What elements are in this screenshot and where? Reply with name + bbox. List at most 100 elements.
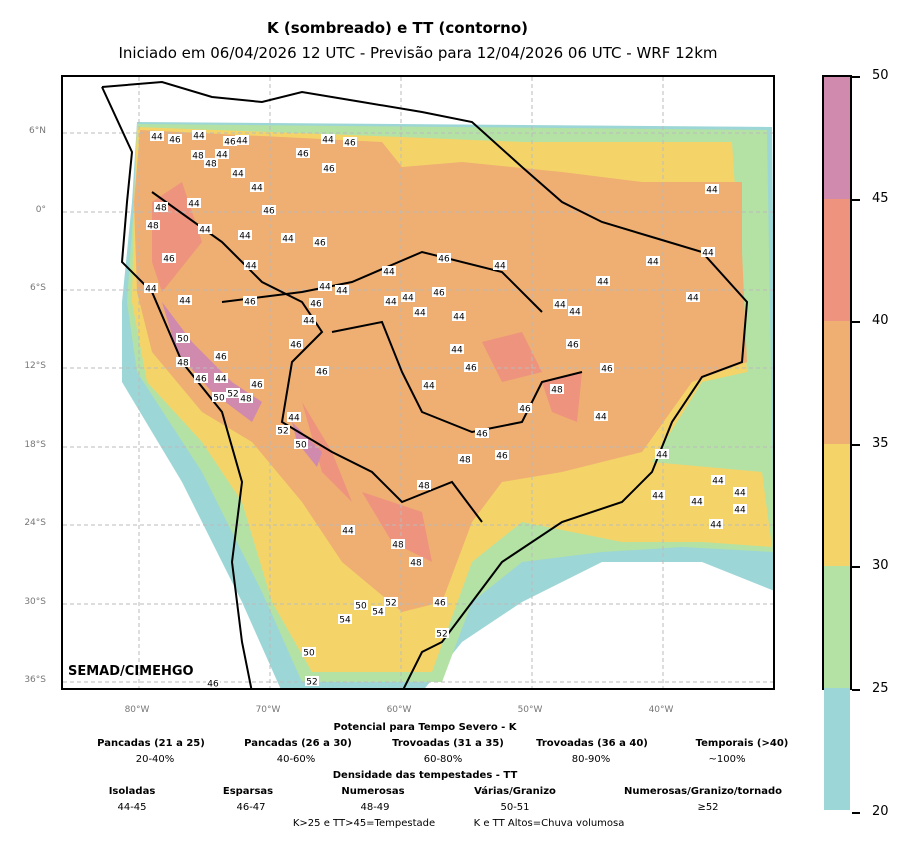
- contour-label-bg: [417, 480, 431, 490]
- tt-contour-label: 44: [647, 258, 659, 268]
- tt-contour-label: 46: [224, 138, 236, 148]
- contour-label-bg: [384, 597, 398, 607]
- legend-note-rain: K e TT Altos=Chuva volumosa: [473, 818, 625, 829]
- contour-label-bg: [322, 163, 336, 173]
- tt-legend-label: Isoladas: [108, 786, 156, 797]
- contour-label-bg: [391, 539, 405, 549]
- contour-label-bg: [178, 295, 192, 305]
- tt-contour-label: 46: [169, 136, 181, 146]
- credit-label: SEMAD/CIMEHGO: [68, 664, 194, 679]
- tt-contour-label: 44: [402, 294, 414, 304]
- contour-label-bg: [733, 504, 747, 514]
- contour-label-bg: [371, 606, 385, 616]
- contour-label-bg: [194, 373, 208, 383]
- contour-label-bg: [518, 403, 532, 413]
- lat-label: 6°N: [29, 126, 46, 136]
- contour-label-bg: [244, 260, 258, 270]
- tt-contour-label: 46: [314, 239, 326, 249]
- tt-contour-label: 46: [207, 680, 219, 690]
- tt-contour-label: 50: [295, 441, 307, 451]
- colorbar-tick: [852, 689, 860, 691]
- contour-label-bg: [154, 202, 168, 212]
- contour-label-bg: [432, 287, 446, 297]
- tt-contour-label: 44: [710, 521, 722, 531]
- tt-contour-label: 44: [251, 184, 263, 194]
- contour-label-bg: [250, 182, 264, 192]
- tt-contour-label: 46: [163, 255, 175, 265]
- tt-contour-label: 44: [199, 226, 211, 236]
- contour-label-bg: [313, 237, 327, 247]
- colorbar-segment: [824, 565, 850, 688]
- contour-label-bg: [452, 311, 466, 321]
- tt-contour-label: 46: [567, 341, 579, 351]
- tt-contour-label: 46: [297, 150, 309, 160]
- colorbar-segment: [824, 321, 850, 444]
- k-legend-label: Temporais (>40): [695, 738, 789, 749]
- tt-contour-label: 44: [319, 283, 331, 293]
- tt-contour-label: 46: [323, 165, 335, 175]
- forecast-map: 44 46 44 46 44 48 44 48 46 44 46 46 44 44 44 48 44 46 48 44…: [61, 75, 775, 690]
- tt-contour-label: 46: [195, 375, 207, 385]
- colorbar-segment: [824, 199, 850, 322]
- contour-label-bg: [289, 339, 303, 349]
- contour-label-bg: [493, 260, 507, 270]
- tt-legend-value: 44-45: [117, 802, 147, 813]
- tt-contour-label: 44: [385, 298, 397, 308]
- tt-contour-label: 52: [277, 427, 288, 437]
- contour-label-bg: [309, 298, 323, 308]
- tt-contour-label: 44: [712, 477, 724, 487]
- contour-label-bg: [437, 253, 451, 263]
- lat-label: 0°: [35, 205, 46, 215]
- tt-contour-label: 44: [322, 136, 334, 146]
- contour-label-bg: [315, 366, 329, 376]
- colorbar-tick-label: 20: [872, 803, 889, 819]
- tt-contour-label: 44: [216, 151, 228, 161]
- contour-label-bg: [600, 363, 614, 373]
- k-index-shading: [122, 122, 773, 688]
- lat-label: 18°S: [24, 440, 46, 450]
- contour-label-bg: [215, 149, 229, 159]
- lat-label: 30°S: [24, 597, 46, 607]
- tt-contour-label: 44: [597, 278, 609, 288]
- grid-lines: [63, 77, 773, 688]
- colorbar-tick: [852, 811, 860, 814]
- contour-label-bg: [144, 283, 158, 293]
- tt-contour-label: 44: [656, 451, 668, 461]
- tt-contour-label: 44: [303, 317, 315, 327]
- lat-label: 24°S: [24, 518, 46, 528]
- tt-contour-label: 48: [147, 222, 159, 232]
- contour-label-bg: [206, 678, 220, 688]
- tt-contour-label: 46: [601, 365, 613, 375]
- contour-label-bg: [198, 224, 212, 234]
- tt-contour-label: 46: [310, 300, 322, 310]
- contour-label-bg: [354, 600, 368, 610]
- contour-label-bg: [305, 676, 319, 686]
- tt-contour-label: 48: [410, 559, 422, 569]
- lat-label: 6°S: [30, 283, 46, 293]
- k-legend-value: ~100%: [708, 754, 746, 765]
- tt-contour-label: 48: [459, 456, 471, 466]
- tt-contour-label: 46: [344, 139, 356, 149]
- tt-contour-label: 48: [205, 160, 217, 170]
- tt-contour-label: 54: [339, 616, 351, 626]
- tt-legend-value: ≥52: [697, 802, 719, 813]
- k-legend-label: Pancadas (26 a 30): [244, 738, 352, 749]
- contour-label-bg: [594, 411, 608, 421]
- contour-label-bg: [192, 130, 206, 140]
- tt-contour-label: 48: [155, 204, 167, 214]
- contour-label-bg: [382, 266, 396, 276]
- contour-label-bg: [187, 198, 201, 208]
- map-subtitle: Iniciado em 06/04/2026 12 UTC - Previsão…: [118, 44, 718, 62]
- tt-contour-label: 46: [290, 341, 302, 351]
- contour-label-bg: [435, 628, 449, 638]
- contour-label-bg: [262, 205, 276, 215]
- contour-label-bg: [335, 285, 349, 295]
- k-legend-value: 40-60%: [276, 754, 316, 765]
- contour-label-bg: [651, 490, 665, 500]
- contour-label-bg: [162, 253, 176, 263]
- tt-contour-label: 48: [192, 152, 204, 162]
- tt-contour-label: 44: [706, 186, 718, 196]
- contour-label-bg: [450, 344, 464, 354]
